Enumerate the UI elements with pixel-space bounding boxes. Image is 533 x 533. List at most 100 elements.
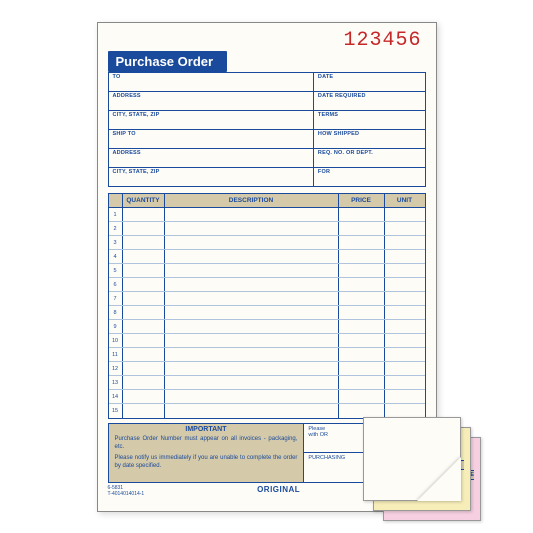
cell-price[interactable]: [339, 348, 385, 361]
cell-price[interactable]: [339, 264, 385, 277]
cell-description[interactable]: [165, 404, 339, 418]
cell-description[interactable]: [165, 208, 339, 221]
cell-unit[interactable]: [385, 208, 425, 221]
cell-unit[interactable]: [385, 376, 425, 389]
cell-description[interactable]: [165, 222, 339, 235]
cell-description[interactable]: [165, 236, 339, 249]
label-terms: TERMS: [318, 112, 421, 118]
label-for: FOR: [318, 169, 421, 175]
cell-description[interactable]: [165, 362, 339, 375]
cell-price[interactable]: [339, 362, 385, 375]
row-number: 1: [109, 208, 123, 221]
item-row: 10: [109, 334, 425, 348]
cell-unit[interactable]: [385, 292, 425, 305]
row-number: 14: [109, 390, 123, 403]
cell-price[interactable]: [339, 320, 385, 333]
item-row: 14: [109, 390, 425, 404]
cell-quantity[interactable]: [123, 236, 165, 249]
cell-unit[interactable]: [385, 390, 425, 403]
cell-quantity[interactable]: [123, 278, 165, 291]
item-row: 9: [109, 320, 425, 334]
cell-quantity[interactable]: [123, 404, 165, 418]
cell-description[interactable]: [165, 348, 339, 361]
cell-description[interactable]: [165, 250, 339, 263]
cell-unit[interactable]: [385, 250, 425, 263]
col-unit: UNIT: [385, 194, 425, 207]
row-number: 7: [109, 292, 123, 305]
cell-price[interactable]: [339, 250, 385, 263]
cell-price[interactable]: [339, 390, 385, 403]
cell-price[interactable]: [339, 292, 385, 305]
cell-unit[interactable]: [385, 222, 425, 235]
cell-quantity[interactable]: [123, 222, 165, 235]
serial-number: 123456: [343, 29, 421, 52]
item-row: 2: [109, 222, 425, 236]
cell-quantity[interactable]: [123, 334, 165, 347]
col-description: DESCRIPTION: [165, 194, 339, 207]
form-title: Purchase Order: [108, 51, 228, 72]
cell-price[interactable]: [339, 306, 385, 319]
footer-original: ORIGINAL: [257, 485, 300, 497]
cell-price[interactable]: [339, 208, 385, 221]
cell-unit[interactable]: [385, 320, 425, 333]
footer-right: 01-11: [413, 485, 425, 497]
cell-unit[interactable]: [385, 264, 425, 277]
purchase-order-form: 123456 Purchase Order TO DATE ADDRESS DA…: [97, 22, 437, 512]
cell-quantity[interactable]: [123, 390, 165, 403]
cell-description[interactable]: [165, 376, 339, 389]
item-row: 3: [109, 236, 425, 250]
cell-quantity[interactable]: [123, 320, 165, 333]
row-number: 12: [109, 362, 123, 375]
cell-description[interactable]: [165, 306, 339, 319]
row-number: 4: [109, 250, 123, 263]
label-city-state-zip-2: CITY, STATE, ZIP: [113, 169, 309, 175]
cell-price[interactable]: [339, 376, 385, 389]
row-number: 15: [109, 404, 123, 418]
label-address: ADDRESS: [113, 93, 309, 99]
cell-quantity[interactable]: [123, 376, 165, 389]
cell-description[interactable]: [165, 292, 339, 305]
item-row: 4: [109, 250, 425, 264]
item-row: 15: [109, 404, 425, 418]
cell-price[interactable]: [339, 236, 385, 249]
cell-unit[interactable]: [385, 306, 425, 319]
row-number: 3: [109, 236, 123, 249]
address-block-2: SHIP TO HOW SHIPPED ADDRESS REQ. NO. OR …: [108, 130, 426, 187]
cell-quantity[interactable]: [123, 208, 165, 221]
cell-quantity[interactable]: [123, 362, 165, 375]
cell-description[interactable]: [165, 278, 339, 291]
cell-quantity[interactable]: [123, 292, 165, 305]
notice-line-2: Please notify us immediately if you are …: [115, 454, 298, 470]
cell-price[interactable]: [339, 334, 385, 347]
cell-unit[interactable]: [385, 236, 425, 249]
label-how-shipped: HOW SHIPPED: [318, 131, 421, 137]
cell-quantity[interactable]: [123, 348, 165, 361]
cell-quantity[interactable]: [123, 306, 165, 319]
address-block-1: TO DATE ADDRESS DATE REQUIRED CITY, STAT…: [108, 72, 426, 130]
cell-unit[interactable]: [385, 348, 425, 361]
cell-price[interactable]: [339, 404, 385, 418]
row-number: 10: [109, 334, 123, 347]
cell-price[interactable]: [339, 278, 385, 291]
cell-unit[interactable]: [385, 334, 425, 347]
label-ship-to: SHIP TO: [113, 131, 309, 137]
cell-unit[interactable]: [385, 362, 425, 375]
cell-description[interactable]: [165, 334, 339, 347]
cell-unit[interactable]: [385, 404, 425, 418]
label-city-state-zip: CITY, STATE, ZIP: [113, 112, 309, 118]
row-number: 8: [109, 306, 123, 319]
cell-description[interactable]: [165, 320, 339, 333]
footer-code-2: T-4014014014-1: [108, 491, 145, 497]
cell-quantity[interactable]: [123, 264, 165, 277]
cell-description[interactable]: [165, 390, 339, 403]
notice-title: IMPORTANT: [115, 426, 298, 433]
invoice-badge: INVOICE: [451, 472, 474, 478]
row-number: 9: [109, 320, 123, 333]
row-number: 5: [109, 264, 123, 277]
right-notice-top-2: with OR: [308, 432, 328, 438]
cell-quantity[interactable]: [123, 250, 165, 263]
cell-description[interactable]: [165, 264, 339, 277]
cell-unit[interactable]: [385, 278, 425, 291]
right-notice-bottom: PURCHASING: [308, 455, 345, 461]
cell-price[interactable]: [339, 222, 385, 235]
